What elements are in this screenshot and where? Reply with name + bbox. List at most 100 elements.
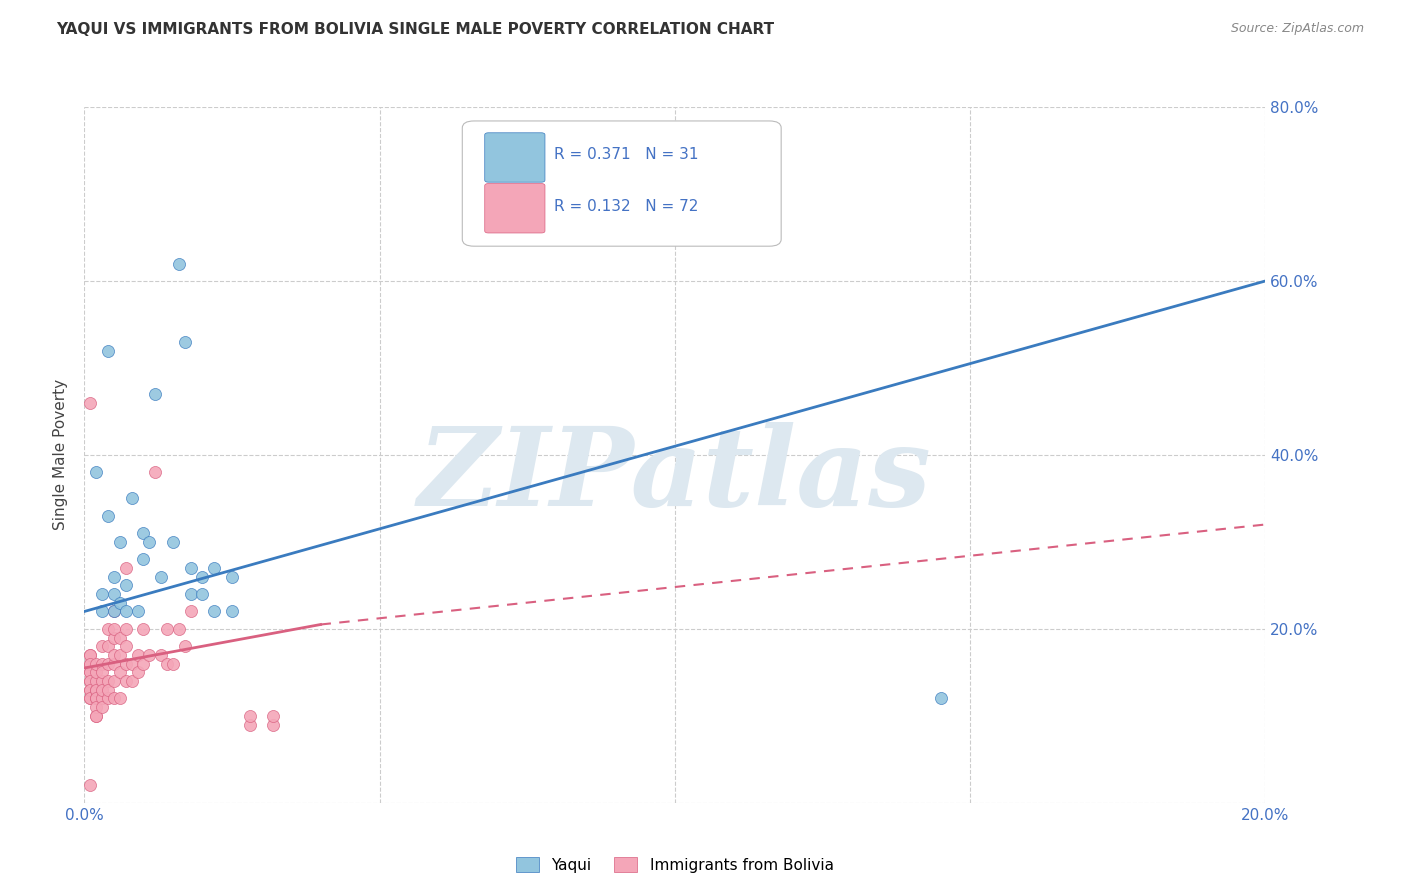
Point xyxy=(127,665,149,680)
Point xyxy=(114,622,136,636)
Point xyxy=(127,605,149,619)
Point xyxy=(132,622,155,636)
Point xyxy=(84,682,107,697)
Point xyxy=(162,534,184,549)
Point xyxy=(84,691,107,706)
Point xyxy=(132,657,155,671)
Point xyxy=(103,570,125,584)
Point xyxy=(239,717,262,731)
Point xyxy=(91,639,114,653)
Point xyxy=(121,491,143,506)
Point xyxy=(103,605,125,619)
Point xyxy=(156,657,179,671)
Text: ZIPatlas: ZIPatlas xyxy=(418,422,932,530)
Point xyxy=(150,570,173,584)
Point xyxy=(108,631,131,645)
Point xyxy=(114,561,136,575)
Point xyxy=(91,657,114,671)
Point xyxy=(143,387,166,401)
Point xyxy=(103,674,125,689)
Point xyxy=(103,622,125,636)
Point xyxy=(84,682,107,697)
Point xyxy=(191,570,214,584)
Point xyxy=(191,587,214,601)
Point xyxy=(114,578,136,592)
Point xyxy=(84,708,107,723)
Point xyxy=(97,674,120,689)
Y-axis label: Single Male Poverty: Single Male Poverty xyxy=(53,379,69,531)
Point xyxy=(91,691,114,706)
Text: YAQUI VS IMMIGRANTS FROM BOLIVIA SINGLE MALE POVERTY CORRELATION CHART: YAQUI VS IMMIGRANTS FROM BOLIVIA SINGLE … xyxy=(56,22,775,37)
Point xyxy=(202,605,225,619)
Point xyxy=(202,561,225,575)
Point xyxy=(138,534,160,549)
Point xyxy=(91,700,114,714)
Point xyxy=(262,708,284,723)
Point xyxy=(84,665,107,680)
Point xyxy=(103,657,125,671)
Point xyxy=(97,691,120,706)
Point xyxy=(103,605,125,619)
Point xyxy=(91,682,114,697)
Point xyxy=(143,466,166,480)
Point xyxy=(132,526,155,541)
Point xyxy=(173,639,195,653)
Point xyxy=(239,708,262,723)
Point xyxy=(79,682,101,697)
Point xyxy=(221,605,243,619)
Point xyxy=(97,343,120,358)
Point xyxy=(91,605,114,619)
Point xyxy=(97,508,120,523)
Point xyxy=(114,674,136,689)
Point xyxy=(108,534,131,549)
Point xyxy=(150,648,173,662)
Point xyxy=(79,674,101,689)
Point xyxy=(108,665,131,680)
Point xyxy=(79,778,101,792)
Point xyxy=(180,587,202,601)
Point xyxy=(121,657,143,671)
Point xyxy=(108,596,131,610)
Point xyxy=(180,561,202,575)
Point xyxy=(121,674,143,689)
FancyBboxPatch shape xyxy=(485,133,546,182)
Point xyxy=(132,552,155,566)
Point xyxy=(114,639,136,653)
FancyBboxPatch shape xyxy=(485,184,546,233)
Point xyxy=(79,396,101,410)
Text: Source: ZipAtlas.com: Source: ZipAtlas.com xyxy=(1230,22,1364,36)
Point xyxy=(97,682,120,697)
Point xyxy=(84,466,107,480)
Text: R = 0.132   N = 72: R = 0.132 N = 72 xyxy=(554,199,699,214)
Point xyxy=(79,657,101,671)
Point xyxy=(103,691,125,706)
Point xyxy=(79,674,101,689)
Point xyxy=(84,700,107,714)
Point xyxy=(84,657,107,671)
Point xyxy=(138,648,160,662)
FancyBboxPatch shape xyxy=(463,121,782,246)
Text: R = 0.371   N = 31: R = 0.371 N = 31 xyxy=(554,147,699,161)
Point xyxy=(84,674,107,689)
Point xyxy=(79,691,101,706)
Point xyxy=(127,648,149,662)
Point xyxy=(103,631,125,645)
Point xyxy=(103,648,125,662)
Point xyxy=(91,587,114,601)
Point xyxy=(79,665,101,680)
Point xyxy=(262,717,284,731)
Point xyxy=(108,648,131,662)
Point xyxy=(79,648,101,662)
Point xyxy=(79,665,101,680)
Point xyxy=(79,648,101,662)
Point xyxy=(173,334,195,349)
Point xyxy=(167,256,190,270)
Point xyxy=(97,657,120,671)
Point xyxy=(84,691,107,706)
Point xyxy=(221,570,243,584)
Point xyxy=(91,665,114,680)
Point xyxy=(91,674,114,689)
Point xyxy=(929,691,952,706)
Point xyxy=(180,605,202,619)
Point xyxy=(162,657,184,671)
